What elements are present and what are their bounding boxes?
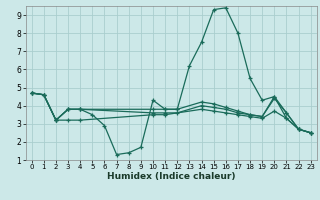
X-axis label: Humidex (Indice chaleur): Humidex (Indice chaleur)	[107, 172, 236, 181]
